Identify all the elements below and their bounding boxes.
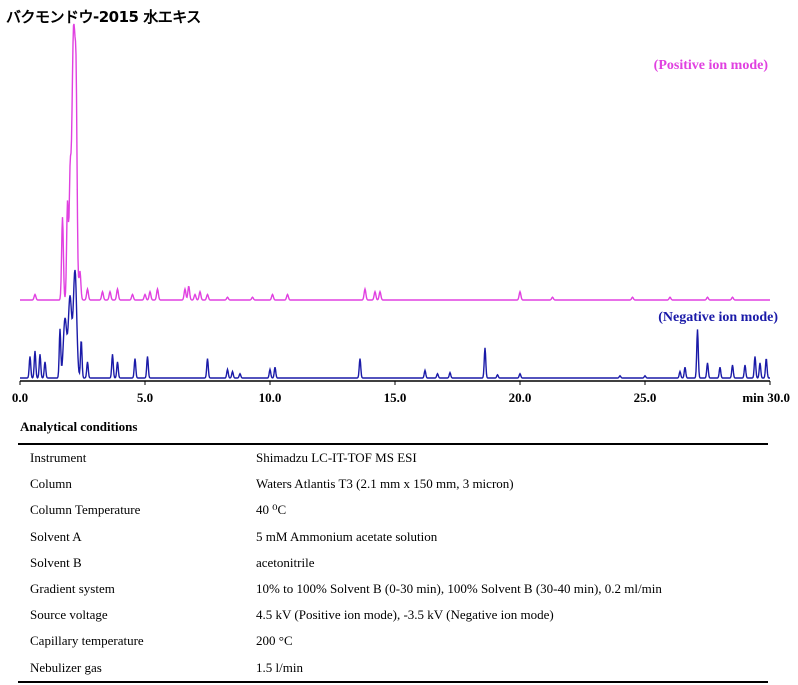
condition-value: 200 °C [256,633,293,649]
x-tick-label: 10.0 [259,390,282,405]
condition-label: Nebulizer gas [30,659,102,675]
condition-value: Waters Atlantis T3 (2.1 mm x 150 mm, 3 m… [256,476,514,492]
table-row: Source voltage 4.5 kV (Positive ion mode)… [18,602,768,628]
conditions-table: Instrument Shimadzu LC-IT-TOF MS ESI Colum… [18,443,768,683]
x-axis-ticks: 0.0 5.0 10.0 15.0 20.0 25.0 min 30.0 [12,381,790,405]
x-tick-label: 25.0 [634,390,657,405]
condition-label: Solvent A [30,528,82,544]
x-tick-label: 5.0 [137,390,153,405]
chromatogram: 0.0 5.0 10.0 15.0 20.0 25.0 min 30.0 [12,23,790,405]
condition-value: 10% to 100% Solvent B (0-30 min), 100% S… [256,581,662,597]
table-row: Instrument Shimadzu LC-IT-TOF MS ESI [18,444,768,471]
condition-label: Capillary temperature [30,633,144,649]
condition-value: 40 ⁰C [256,502,287,518]
table-row: Solvent A 5 mM Ammonium acetate solution [18,524,768,550]
condition-value: acetonitrile [256,554,315,570]
series-line [20,269,770,379]
table-row: Nebulizer gas 1.5 l/min [18,655,768,682]
condition-label: Gradient system [30,581,115,597]
table-row: Gradient system 10% to 100% Solvent B (0-… [18,576,768,602]
condition-value: 1.5 l/min [256,659,303,675]
condition-label: Source voltage [30,607,108,623]
table-row: Column Temperature 40 ⁰C [18,497,768,523]
condition-label: Solvent B [30,554,82,570]
x-tick-label: 15.0 [384,390,407,405]
table-row: Solvent B acetonitrile [18,550,768,576]
condition-label: Column Temperature [30,502,141,518]
series-line [20,23,770,301]
x-tick-label: min 30.0 [742,390,790,405]
chart-title: バクモンドウ-2015 水エキス [6,8,201,26]
x-tick-label: 0.0 [12,390,28,405]
positive-mode-label: (Positive ion mode) [653,58,768,73]
condition-label: Column [30,476,72,492]
condition-label: Instrument [30,450,87,466]
negative-mode-label: (Negative ion mode) [658,310,778,325]
table-row: Capillary temperature 200 °C [18,628,768,654]
condition-value: 4.5 kV (Positive ion mode), -3.5 kV (Neg… [256,607,554,623]
negative-ion-trace [20,269,770,379]
positive-ion-trace [20,23,770,301]
table-row: Column Waters Atlantis T3 (2.1 mm x 150 m… [18,471,768,497]
condition-value: Shimadzu LC-IT-TOF MS ESI [256,450,417,466]
conditions-heading: Analytical conditions [20,419,138,434]
x-tick-label: 20.0 [509,390,532,405]
condition-value: 5 mM Ammonium acetate solution [256,528,438,544]
